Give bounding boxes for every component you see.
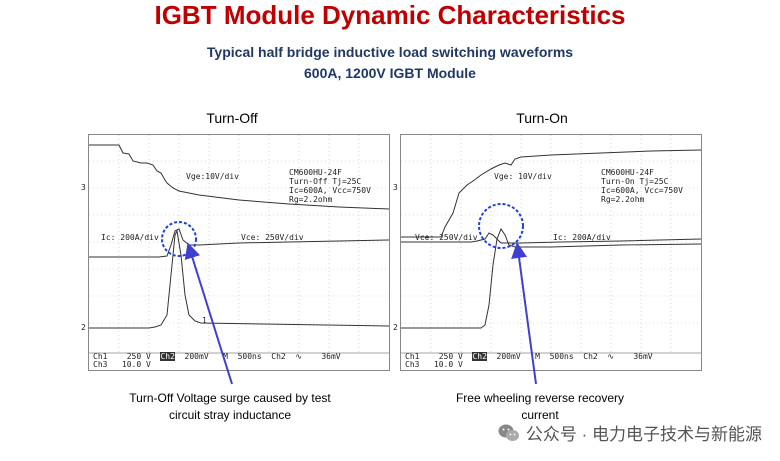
status-ch2: Ch2 xyxy=(160,352,175,361)
turn-off-info-line: Rg=2.2ohm xyxy=(289,195,333,204)
turn-on-marker-2: 2 xyxy=(393,323,398,332)
watermark-text: 公众号 · 电力电子技术与新能源 xyxy=(525,425,762,444)
status-trigger-ch: Ch2 xyxy=(583,352,598,361)
status-trigger-level: 36mV xyxy=(321,352,341,361)
turn-off-marker-2: 2 xyxy=(81,323,86,332)
turn-off-annotation: Turn-Off Voltage surge caused by test ci… xyxy=(129,391,331,422)
turn-on-vce-label: Vce: 250V/div xyxy=(415,233,478,242)
status-ch3: Ch3 xyxy=(93,360,108,369)
status-ch1-scale: 250 V xyxy=(438,352,463,361)
turn-on-vce-trace xyxy=(401,232,701,244)
turn-off-info-line: Ic=600A, Vcc=750V xyxy=(289,186,371,195)
subtitle: Typical half bridge inductive load switc… xyxy=(0,42,780,84)
turn-off-scope: 3 2 1 Vge:10V/div Ic: 200A/div Vce: 250V… xyxy=(81,134,390,371)
subtitle-line-1: Typical half bridge inductive load switc… xyxy=(206,44,574,60)
turn-on-ic-label: Ic: 200A/div xyxy=(553,233,611,242)
turn-off-info-line: CM600HU-24F xyxy=(289,168,342,177)
status-trigger-level: 36mV xyxy=(633,352,653,361)
turn-off-status-bar: Ch1 250 V Ch2 200mV M 500ns Ch2 ∿ 36mV C… xyxy=(93,352,389,369)
turn-on-waveforms xyxy=(401,135,701,354)
turn-off-label: Turn-Off xyxy=(206,110,258,126)
status-m: M xyxy=(223,352,228,361)
turn-on-scope: 3 2 Vge: 10V/div Vce: 250V/div Ic: 200A/… xyxy=(393,134,702,371)
turn-off-vce-trace xyxy=(89,228,389,258)
subtitle-line-2: 600A, 1200V IGBT Module xyxy=(304,65,476,81)
turn-on-info: CM600HU-24F Turn-On Tj=25C Ic=600A, Vcc=… xyxy=(601,168,683,204)
turn-on-vge-trace xyxy=(401,149,701,238)
status-ch1: Ch1 xyxy=(93,352,108,361)
turn-on-annotation: Free wheeling reverse recovery current xyxy=(455,391,625,422)
watermark: 公众号 · 电力电子技术与新能源 xyxy=(498,420,762,445)
status-ch2-scale: 200mV xyxy=(496,352,521,361)
turn-off-info: CM600HU-24F Turn-Off Tj=25C Ic=600A, Vcc… xyxy=(289,168,371,204)
status-trigger-icon: ∿ xyxy=(607,352,615,361)
page-title: IGBT Module Dynamic Characteristics xyxy=(154,0,626,30)
status-ch2: Ch2 xyxy=(472,352,487,361)
turn-on-vge-label: Vge: 10V/div xyxy=(494,172,552,181)
status-ch3: Ch3 xyxy=(405,360,420,369)
turn-on-marker-3: 3 xyxy=(393,183,398,192)
status-trigger-icon: ∿ xyxy=(295,352,303,361)
turn-off-surge-circle xyxy=(161,221,197,257)
status-m: M xyxy=(535,352,540,361)
status-ch3-scale: 10.0 V xyxy=(121,360,151,369)
turn-on-info-line: CM600HU-24F xyxy=(601,168,654,177)
turn-off-vge-label: Vge:10V/div xyxy=(186,172,239,181)
status-ch1: Ch1 xyxy=(405,352,420,361)
status-ch3-scale: 10.0 V xyxy=(433,360,463,369)
turn-off-info-line: Turn-Off Tj=25C xyxy=(289,177,362,186)
turn-off-vce-label: Vce: 250V/div xyxy=(241,233,304,242)
turn-on-info-line: Ic=600A, Vcc=750V xyxy=(601,186,683,195)
turn-off-vge-trace xyxy=(89,144,389,210)
turn-on-status-bar: Ch1 250 V Ch2 200mV M 500ns Ch2 ∿ 36mV C… xyxy=(405,352,701,369)
turn-on-ic-trace xyxy=(401,227,701,329)
turn-off-marker-1: 1 xyxy=(202,316,207,325)
turn-off-marker-3: 3 xyxy=(81,183,86,192)
turn-on-recovery-circle xyxy=(478,203,524,249)
status-timebase: 500ns xyxy=(549,352,574,361)
turn-on-info-line: Rg=2.2ohm xyxy=(601,195,645,204)
turn-off-ic-label: Ic: 200A/div xyxy=(101,233,159,242)
status-ch1-scale: 250 V xyxy=(126,352,151,361)
turn-off-waveforms xyxy=(89,135,389,354)
turn-on-info-line: Turn-On Tj=25C xyxy=(601,177,669,186)
status-ch2-scale: 200mV xyxy=(184,352,209,361)
turn-on-label: Turn-On xyxy=(516,110,568,126)
status-timebase: 500ns xyxy=(237,352,262,361)
wechat-icon xyxy=(498,423,520,443)
status-trigger-ch: Ch2 xyxy=(271,352,286,361)
